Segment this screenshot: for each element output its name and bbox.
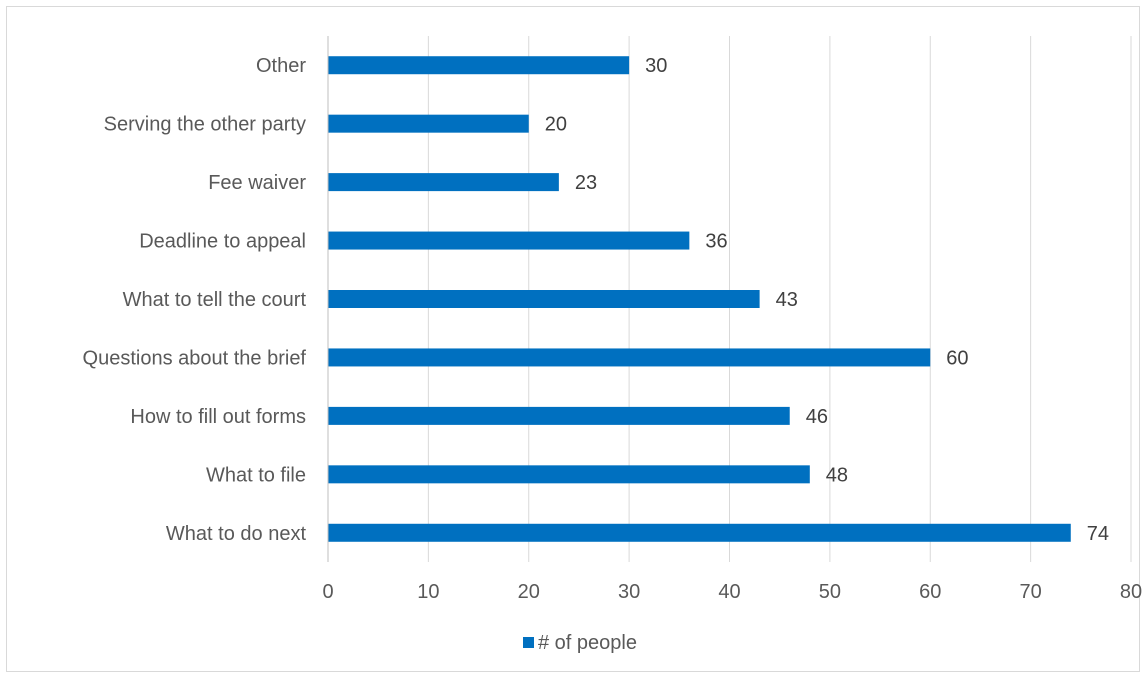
- bar: [328, 406, 790, 425]
- category-label: What to do next: [166, 523, 307, 545]
- legend-swatch: [523, 637, 534, 648]
- data-label: 23: [575, 172, 597, 194]
- bar: [328, 114, 529, 133]
- category-label: Deadline to appeal: [139, 231, 306, 253]
- bar: [328, 290, 760, 308]
- category-label: Fee waiver: [208, 172, 306, 194]
- labels: 0 10 20 30 40 50 60 70 80 What to do next 74 What t…: [83, 55, 1143, 603]
- x-tick-label: 30: [618, 581, 640, 603]
- data-label: 60: [946, 347, 968, 369]
- category-label: How to fill out forms: [130, 406, 306, 428]
- legend: # of people: [523, 632, 637, 654]
- category-label: What to file: [206, 464, 306, 486]
- data-label: 36: [705, 231, 727, 253]
- bar: [328, 465, 810, 484]
- bar: [328, 231, 690, 250]
- x-tick-label: 0: [322, 581, 333, 603]
- category-label: Questions about the brief: [83, 347, 307, 369]
- x-tick-label: 40: [718, 581, 740, 603]
- data-label: 74: [1087, 523, 1109, 545]
- data-label: 30: [645, 55, 667, 77]
- data-label: 20: [545, 114, 567, 136]
- data-label: 46: [806, 406, 828, 428]
- bar: [328, 348, 931, 367]
- category-label: What to tell the court: [123, 289, 307, 311]
- x-tick-label: 80: [1120, 581, 1142, 603]
- category-label: Serving the other party: [104, 114, 306, 136]
- data-label: 43: [776, 289, 798, 311]
- x-tick-label: 10: [417, 581, 439, 603]
- data-label: 48: [826, 464, 848, 486]
- bar: [328, 173, 559, 192]
- bar: [328, 523, 1071, 542]
- bar: [328, 56, 630, 75]
- x-tick-label: 20: [518, 581, 540, 603]
- x-tick-label: 50: [819, 581, 841, 603]
- legend-label: # of people: [538, 632, 637, 654]
- x-tick-label: 70: [1020, 581, 1042, 603]
- category-label: Other: [256, 55, 306, 77]
- x-tick-label: 60: [919, 581, 941, 603]
- bars: [328, 56, 1071, 542]
- chart-frame: [6, 6, 1140, 672]
